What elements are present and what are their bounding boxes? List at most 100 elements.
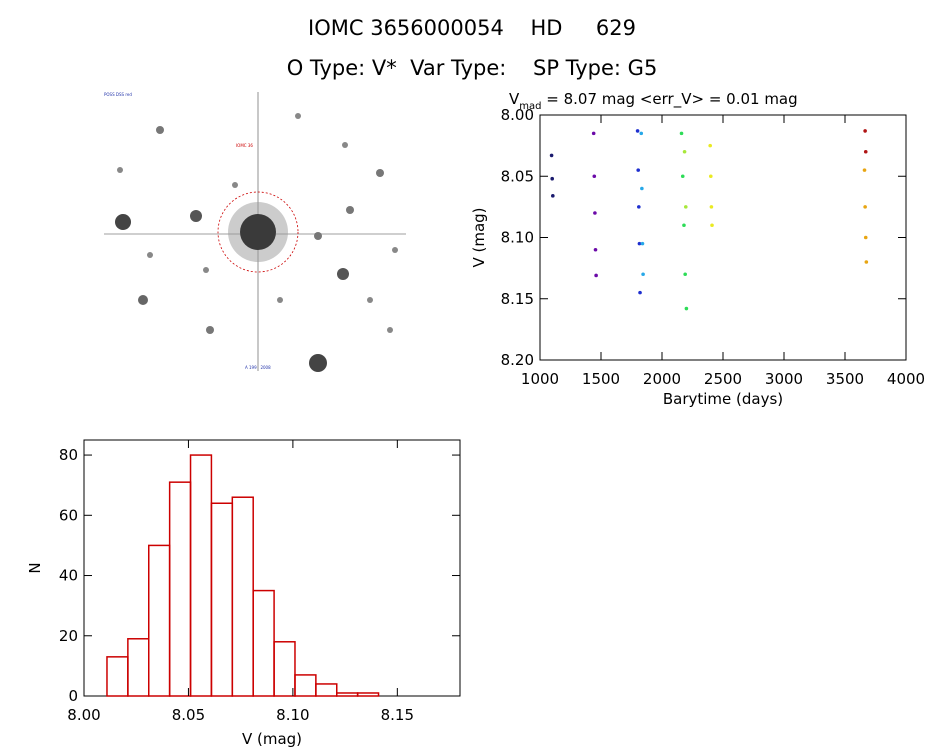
lightcurve-xlabel: Barytime (days)	[663, 390, 783, 408]
data-point	[679, 131, 684, 136]
histogram-bar	[148, 544, 171, 697]
data-point	[864, 260, 869, 264]
data-point	[708, 143, 712, 148]
sky-marker-top-left: POSS DSS red	[104, 92, 132, 97]
chart-title-line2: O Type: V* Var Type: SP Type: G5	[286, 56, 658, 80]
data-point	[684, 306, 689, 311]
histogram-bar	[294, 674, 317, 697]
field-star	[337, 268, 349, 280]
lightcurve-ylabel: V (mag)	[470, 207, 488, 267]
field-star	[314, 232, 322, 240]
field-star	[138, 295, 148, 305]
data-point	[862, 168, 867, 172]
y-tick-label: 20	[59, 627, 78, 645]
x-tick-label: 1000	[521, 370, 559, 388]
x-tick-label: 1500	[582, 370, 620, 388]
aperture-circle	[217, 191, 299, 273]
data-point	[709, 205, 714, 209]
x-tick-label: 2000	[643, 370, 681, 388]
data-point	[863, 129, 867, 133]
data-point	[594, 273, 598, 278]
field-star	[117, 167, 123, 173]
field-star	[206, 326, 214, 334]
chart-title-line1: IOMC 3656000054 HD 629	[308, 16, 636, 40]
data-point	[550, 176, 554, 181]
x-tick-label: 8.15	[381, 706, 414, 724]
field-star	[232, 182, 238, 188]
field-star	[367, 297, 373, 303]
data-point	[710, 223, 714, 228]
histogram-bar	[315, 683, 338, 697]
x-tick-label: 3000	[765, 370, 803, 388]
histogram-frame	[83, 439, 461, 697]
data-point	[640, 186, 644, 191]
data-point	[863, 205, 867, 209]
field-star	[147, 252, 153, 258]
y-tick-label: 40	[59, 567, 78, 585]
histogram-bar	[168, 481, 192, 697]
field-star	[203, 267, 209, 273]
field-star	[309, 354, 327, 372]
data-point	[591, 131, 596, 136]
histogram-bar	[127, 638, 150, 697]
field-star	[346, 206, 354, 214]
field-star	[156, 126, 164, 134]
target-star	[240, 214, 276, 250]
data-point	[683, 272, 687, 277]
lightcurve-plot: Vmad = 8.07 mag <err_V> = 0.01 mag 1000 1…	[470, 90, 925, 408]
histogram-bar	[252, 589, 275, 697]
data-point	[640, 241, 645, 246]
y-tick-label: 8.00	[501, 106, 534, 124]
data-point	[639, 131, 644, 136]
histogram-bar	[231, 496, 254, 697]
field-star	[392, 247, 398, 253]
x-tick-label: 8.10	[276, 706, 309, 724]
data-point	[680, 174, 685, 179]
y-tick-label: 0	[68, 687, 78, 705]
sky-image: POSS DSS red IOMC 36 A 1997 2008	[104, 92, 406, 372]
field-star	[277, 297, 283, 303]
lightcurve-frame	[539, 114, 907, 361]
histogram-bar	[356, 692, 380, 697]
histogram-bar	[210, 502, 234, 697]
data-point	[641, 272, 645, 277]
histogram-bar	[189, 454, 213, 697]
histogram-ylabel: N	[26, 562, 44, 573]
x-tick-label: 3500	[826, 370, 864, 388]
data-point	[636, 168, 641, 172]
data-point	[593, 211, 597, 215]
data-point	[863, 149, 868, 154]
data-point	[593, 247, 598, 252]
data-point	[709, 174, 713, 179]
data-point	[635, 129, 640, 133]
histogram-plot: 8.00 8.05 8.10 8.15 0 20 40 60 80 V (mag) N	[26, 439, 461, 747]
y-tick-label: 60	[59, 506, 78, 524]
data-point	[592, 174, 597, 179]
y-tick-label: 8.20	[501, 351, 534, 369]
histogram-bar	[273, 641, 296, 697]
y-tick-label: 8.10	[501, 229, 534, 247]
y-tick-label: 80	[59, 446, 78, 464]
y-tick-label: 8.15	[501, 290, 534, 308]
histogram-xlabel: V (mag)	[242, 730, 302, 747]
data-point	[682, 223, 686, 228]
histogram-bar	[106, 656, 129, 697]
x-tick-label: 8.05	[172, 706, 205, 724]
y-tick-label: 8.05	[501, 167, 534, 185]
field-star	[376, 169, 384, 177]
field-star	[342, 142, 348, 148]
data-point	[682, 149, 687, 154]
field-star	[295, 113, 301, 119]
data-point	[637, 205, 641, 209]
data-point	[863, 235, 868, 240]
data-point	[637, 241, 642, 246]
x-tick-label: 2500	[704, 370, 742, 388]
data-point	[549, 153, 554, 158]
data-point	[551, 194, 555, 198]
field-star	[387, 327, 393, 333]
data-point	[638, 290, 642, 295]
histogram-bar	[336, 692, 359, 697]
lightcurve-title: Vmad = 8.07 mag <err_V> = 0.01 mag	[509, 90, 798, 112]
x-tick-label: 4000	[887, 370, 925, 388]
